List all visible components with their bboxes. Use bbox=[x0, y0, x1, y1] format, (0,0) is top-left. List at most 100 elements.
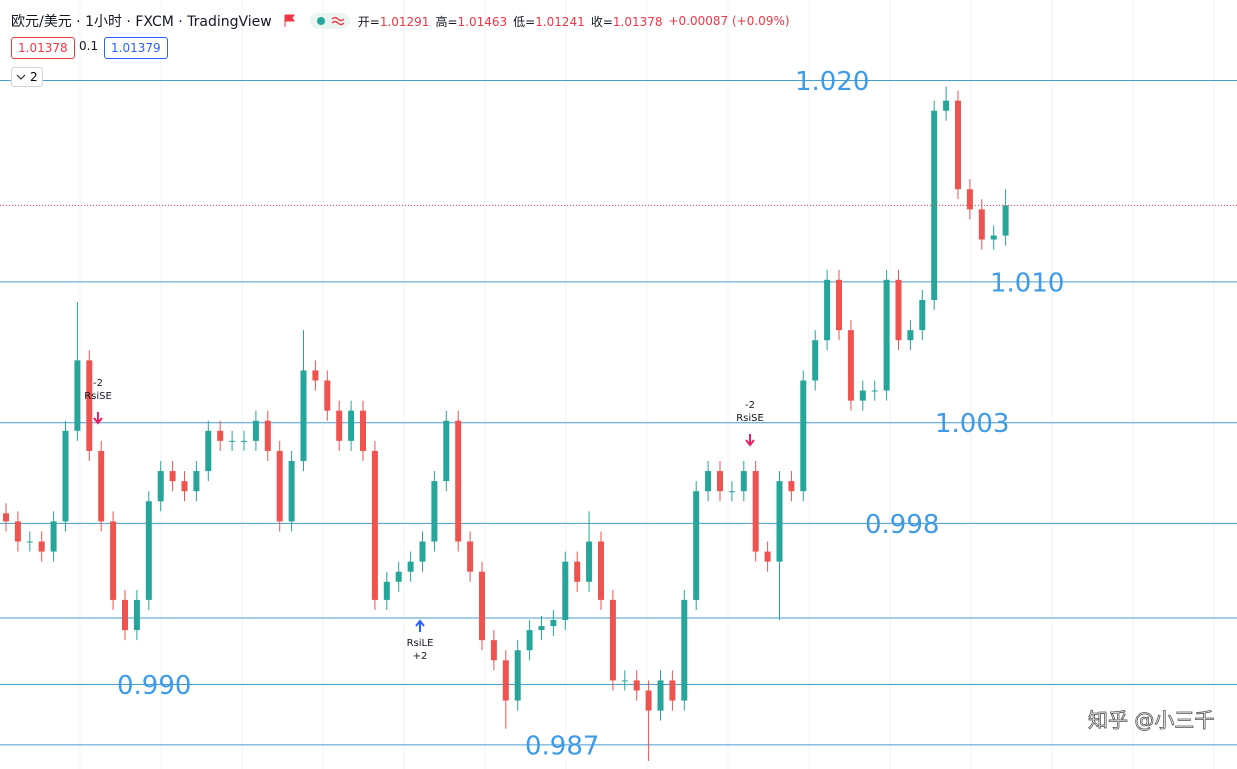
level-label: 1.020 bbox=[795, 67, 869, 97]
candle-body bbox=[609, 599, 616, 681]
level-label: 0.987 bbox=[525, 731, 599, 761]
candle-body bbox=[562, 561, 569, 621]
candle-body bbox=[490, 640, 497, 661]
bid-button[interactable]: 1.01378 bbox=[11, 37, 75, 59]
candle-body bbox=[764, 551, 771, 562]
candle-body bbox=[693, 491, 700, 600]
candle-body bbox=[788, 481, 795, 492]
candle-body bbox=[526, 630, 533, 651]
candle-body bbox=[538, 626, 545, 631]
candle-body bbox=[3, 513, 9, 522]
candle-body bbox=[62, 430, 69, 522]
ohlc-value: 1.01463 bbox=[457, 14, 508, 29]
candle-body bbox=[122, 599, 128, 631]
candle-body bbox=[752, 471, 759, 552]
signal-name: RsiSE bbox=[736, 413, 764, 424]
candle-body bbox=[336, 410, 343, 441]
candle-body bbox=[407, 561, 414, 572]
chevron-icon bbox=[16, 74, 26, 80]
candle-body bbox=[74, 360, 81, 431]
candle-body bbox=[157, 471, 164, 502]
ask-button[interactable]: 1.01379 bbox=[104, 37, 168, 59]
candle-body bbox=[110, 521, 117, 600]
candle-body bbox=[586, 541, 593, 582]
candle-body bbox=[514, 650, 521, 701]
candle-body bbox=[824, 279, 831, 341]
level-label: 0.990 bbox=[117, 671, 191, 701]
candle-body bbox=[645, 690, 652, 711]
candle-body bbox=[431, 481, 438, 542]
candle-body bbox=[728, 491, 735, 493]
candle-body bbox=[657, 680, 664, 711]
candle-body bbox=[371, 450, 378, 600]
candle-body bbox=[740, 471, 747, 492]
ohlc-label: 低= bbox=[513, 14, 536, 29]
candle-body bbox=[669, 680, 676, 701]
candle-body bbox=[98, 450, 105, 522]
level-label: 0.998 bbox=[865, 510, 939, 540]
watermark: 知乎 @小三千 bbox=[1088, 708, 1214, 732]
ohlc-label: 高= bbox=[435, 14, 458, 29]
ohlc-label: 开= bbox=[357, 14, 380, 29]
candle-body bbox=[443, 420, 450, 482]
candle-body bbox=[776, 481, 783, 562]
candle-body bbox=[836, 279, 842, 331]
symbol: 欧元/美元 · 1小时 · FXCM · TradingView bbox=[11, 14, 272, 30]
candle-body bbox=[502, 660, 509, 701]
signal-name: RsiLE bbox=[407, 638, 434, 649]
candle-body bbox=[229, 440, 236, 442]
candle-body bbox=[312, 370, 319, 381]
candle-body bbox=[919, 299, 926, 331]
candle-body bbox=[633, 680, 640, 691]
signal-arrow bbox=[745, 434, 755, 447]
candle-body bbox=[419, 541, 426, 562]
signal-qty: -2 bbox=[93, 378, 103, 389]
candle-body bbox=[38, 541, 45, 552]
candle-body bbox=[241, 440, 247, 442]
candle-body bbox=[955, 100, 961, 190]
spread: 0.1 bbox=[79, 39, 99, 53]
candle-body bbox=[966, 189, 973, 210]
candle-body bbox=[169, 471, 176, 482]
candle-body bbox=[217, 430, 224, 441]
candle-body bbox=[26, 541, 33, 543]
level-label: 1.010 bbox=[990, 268, 1064, 298]
candle-body bbox=[907, 330, 914, 341]
change: +0.00087 (+0.09%) bbox=[668, 14, 790, 28]
ohlc-value: 1.01241 bbox=[535, 14, 585, 29]
candle-body bbox=[1002, 205, 1009, 236]
candle-body bbox=[717, 471, 723, 492]
candle-body bbox=[681, 599, 688, 701]
candle-body bbox=[574, 561, 581, 582]
candle-body bbox=[383, 581, 390, 600]
candle-body bbox=[14, 521, 21, 542]
candle-body bbox=[193, 471, 200, 492]
candle-body bbox=[598, 541, 604, 600]
flag-icon bbox=[284, 14, 295, 27]
candle-body bbox=[145, 501, 152, 600]
candle-body bbox=[181, 481, 188, 492]
candle-body bbox=[50, 521, 57, 552]
candle-body bbox=[621, 680, 628, 682]
candle-body bbox=[348, 410, 355, 441]
candle-body bbox=[943, 100, 950, 111]
candle-body bbox=[800, 380, 807, 492]
signal-name: RsiSE bbox=[84, 391, 112, 402]
candle-body bbox=[324, 380, 331, 411]
candle-body bbox=[931, 110, 938, 300]
candle-body bbox=[205, 430, 212, 472]
signal-arrow bbox=[93, 412, 103, 425]
candle-body bbox=[859, 390, 866, 401]
candle-body bbox=[990, 235, 997, 240]
candle-body bbox=[978, 209, 985, 240]
candle-body bbox=[264, 420, 271, 451]
signal-arrow bbox=[415, 619, 425, 632]
signal-qty: +2 bbox=[413, 651, 428, 662]
indicator-toggle[interactable]: 2 bbox=[11, 67, 43, 87]
candle-body bbox=[705, 471, 712, 492]
candle-body bbox=[895, 279, 902, 341]
signal-qty: -2 bbox=[745, 400, 755, 411]
candle-body bbox=[300, 370, 307, 461]
